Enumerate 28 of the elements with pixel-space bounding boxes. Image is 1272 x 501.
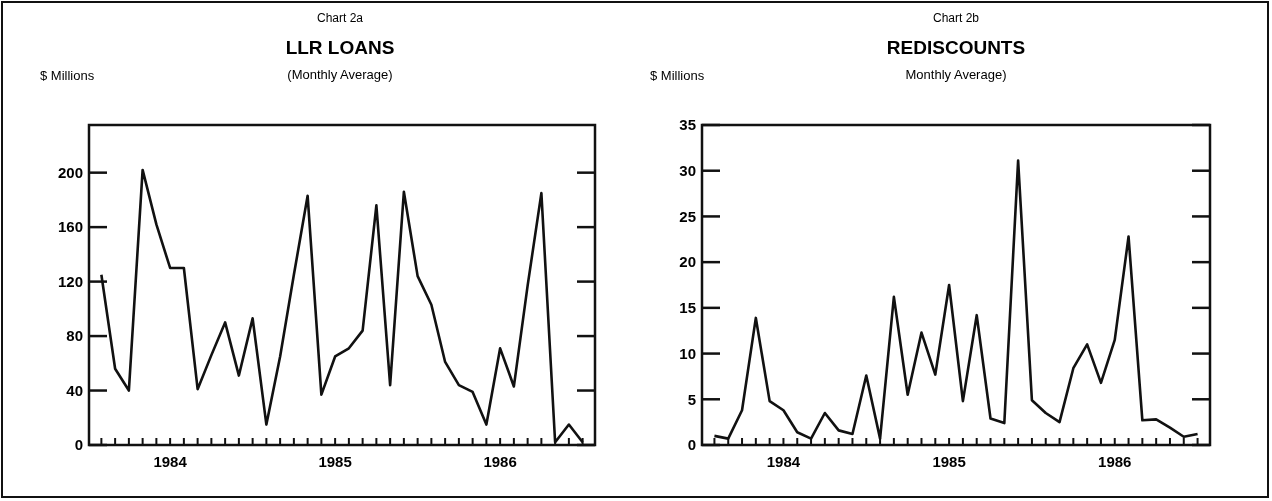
y-axis-title: $ Millions xyxy=(650,68,705,83)
x-tick-label: 1986 xyxy=(483,453,517,470)
x-tick-label: 1984 xyxy=(766,453,801,470)
y-tick-label: 25 xyxy=(679,207,696,225)
y-tick-label: 5 xyxy=(687,390,696,408)
chart-subtitle: (Monthly Average) xyxy=(287,67,393,82)
y-tick-label: 120 xyxy=(57,272,83,290)
caption: Chart 2b xyxy=(932,11,980,25)
y-tick-label: 80 xyxy=(66,327,83,345)
y-tick-label: 20 xyxy=(679,253,696,271)
caption: Chart 2a xyxy=(316,11,364,25)
y-tick-label: 40 xyxy=(66,381,83,399)
x-tick-label: 1984 xyxy=(153,453,188,470)
y-tick-label: 0 xyxy=(687,436,696,454)
y-tick-label: 35 xyxy=(679,116,696,134)
chart-title: REDISCOUNTS xyxy=(886,37,1026,58)
y-tick-label: 10 xyxy=(679,344,696,362)
y-tick-label: 200 xyxy=(57,163,83,181)
y-tick-label: 0 xyxy=(74,436,83,454)
x-tick-label: 1985 xyxy=(932,453,966,470)
y-axis-title: $ Millions xyxy=(40,68,95,83)
x-tick-label: 1985 xyxy=(318,453,352,470)
y-tick-label: 15 xyxy=(679,299,696,317)
y-tick-label: 160 xyxy=(57,218,83,236)
chart-subtitle: Monthly Average) xyxy=(905,67,1007,82)
y-tick-label: 30 xyxy=(679,161,696,179)
chart-title: LLR LOANS xyxy=(285,37,395,58)
x-tick-label: 1986 xyxy=(1098,453,1132,470)
